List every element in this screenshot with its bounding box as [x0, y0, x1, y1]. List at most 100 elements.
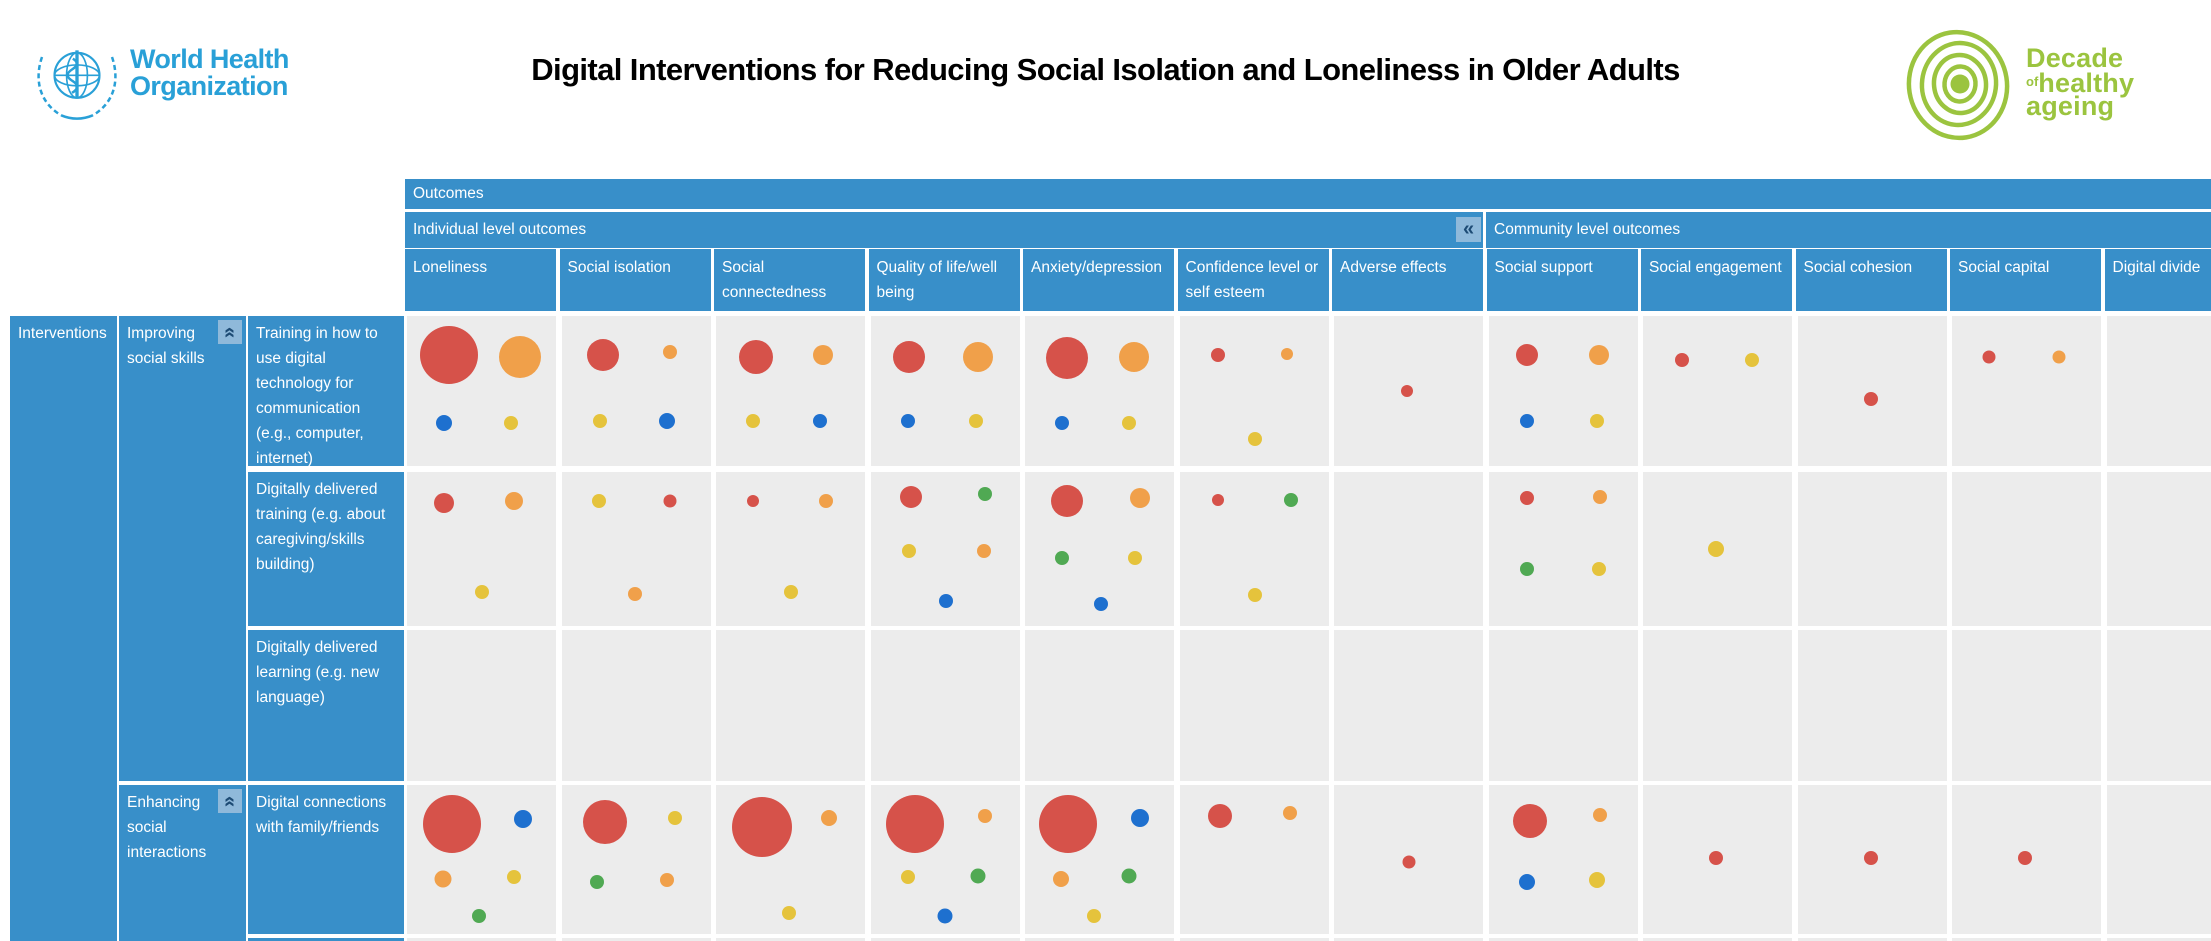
evidence-bubble-red[interactable]	[582, 800, 627, 845]
evidence-bubble-orange[interactable]	[1593, 807, 1608, 822]
evidence-bubble-red[interactable]	[1982, 350, 1996, 363]
evidence-bubble-orange[interactable]	[627, 586, 642, 601]
evidence-bubble-yellow[interactable]	[746, 414, 761, 428]
evidence-bubble-red[interactable]	[1516, 344, 1539, 366]
evidence-bubble-blue[interactable]	[1519, 873, 1536, 890]
evidence-bubble-blue[interactable]	[436, 414, 453, 431]
evidence-bubble-orange[interactable]	[821, 809, 838, 826]
evidence-bubble-red[interactable]	[2018, 851, 2032, 865]
evidence-bubble-red[interactable]	[899, 485, 922, 508]
evidence-bubble-yellow[interactable]	[783, 585, 798, 600]
evidence-bubble-yellow[interactable]	[1589, 872, 1606, 889]
evidence-bubble-red[interactable]	[1520, 491, 1535, 506]
evidence-bubble-red[interactable]	[893, 340, 926, 373]
evidence-bubble-orange[interactable]	[2052, 350, 2066, 363]
evidence-bubble-red[interactable]	[1212, 493, 1225, 506]
category-label: Improving social skills	[127, 325, 205, 367]
evidence-bubble-orange[interactable]	[1052, 870, 1069, 887]
evidence-bubble-green[interactable]	[1121, 868, 1137, 884]
evidence-bubble-orange[interactable]	[962, 341, 993, 372]
evidence-bubble-blue[interactable]	[1130, 808, 1149, 827]
evidence-bubble-red[interactable]	[1045, 337, 1088, 379]
evidence-bubble-orange[interactable]	[1282, 806, 1297, 821]
evidence-bubble-red[interactable]	[663, 494, 677, 508]
evidence-bubble-red[interactable]	[1863, 391, 1878, 406]
evidence-bubble-yellow[interactable]	[969, 414, 984, 428]
evidence-bubble-orange[interactable]	[499, 335, 542, 378]
evidence-bubble-blue[interactable]	[659, 413, 676, 429]
evidence-bubble-yellow[interactable]	[1744, 352, 1759, 367]
evidence-bubble-red[interactable]	[1513, 803, 1548, 838]
evidence-bubble-yellow[interactable]	[900, 870, 915, 885]
evidence-bubble-green[interactable]	[978, 486, 993, 501]
evidence-bubble-red[interactable]	[1401, 385, 1413, 397]
evidence-bubble-orange[interactable]	[813, 345, 834, 365]
evidence-bubble-orange[interactable]	[1588, 345, 1609, 365]
evidence-bubble-yellow[interactable]	[593, 414, 608, 428]
egm-cell-r4-c3	[716, 785, 865, 934]
evidence-bubble-yellow[interactable]	[507, 870, 522, 885]
evidence-bubble-blue[interactable]	[813, 414, 828, 428]
evidence-bubble-blue[interactable]	[1055, 415, 1070, 430]
evidence-bubble-yellow[interactable]	[667, 810, 682, 825]
evidence-bubble-red[interactable]	[1709, 851, 1723, 865]
evidence-bubble-orange[interactable]	[819, 494, 834, 509]
evidence-bubble-yellow[interactable]	[1590, 414, 1605, 428]
evidence-bubble-blue[interactable]	[900, 414, 915, 428]
evidence-bubble-orange[interactable]	[663, 345, 678, 359]
evidence-bubble-red[interactable]	[422, 794, 481, 853]
evidence-bubble-orange[interactable]	[978, 809, 993, 824]
evidence-bubble-yellow[interactable]	[782, 906, 796, 921]
evidence-bubble-blue[interactable]	[514, 810, 533, 829]
evidence-bubble-orange[interactable]	[1129, 488, 1150, 509]
evidence-bubble-red[interactable]	[1674, 352, 1689, 367]
evidence-bubble-orange[interactable]	[1280, 347, 1293, 360]
evidence-bubble-yellow[interactable]	[1248, 588, 1263, 603]
evidence-bubble-yellow[interactable]	[902, 543, 917, 558]
evidence-bubble-green[interactable]	[1055, 551, 1070, 566]
evidence-bubble-red[interactable]	[886, 794, 945, 853]
evidence-bubble-yellow[interactable]	[1122, 415, 1137, 430]
evidence-bubble-green[interactable]	[970, 868, 986, 884]
evidence-bubble-red[interactable]	[1050, 485, 1083, 518]
evidence-bubble-green[interactable]	[471, 909, 486, 924]
evidence-bubble-orange[interactable]	[505, 492, 524, 511]
evidence-bubble-yellow[interactable]	[1128, 551, 1143, 566]
evidence-bubble-red[interactable]	[1211, 348, 1226, 362]
evidence-bubble-green[interactable]	[590, 874, 605, 889]
collapse-category-button[interactable]: «	[218, 789, 242, 813]
column-header-6: Confidence level or self esteem	[1177, 249, 1329, 311]
evidence-bubble-yellow[interactable]	[1591, 562, 1606, 577]
evidence-bubble-yellow[interactable]	[1248, 432, 1263, 446]
evidence-bubble-blue[interactable]	[1093, 597, 1108, 612]
evidence-bubble-red[interactable]	[1863, 851, 1878, 865]
collapse-individual-button[interactable]: «	[1456, 217, 1481, 242]
evidence-bubble-red[interactable]	[587, 339, 620, 371]
decade-line2: ofhealthy	[2026, 68, 2135, 98]
evidence-bubble-red[interactable]	[732, 796, 793, 857]
evidence-bubble-red[interactable]	[1207, 804, 1232, 829]
evidence-bubble-orange[interactable]	[1118, 341, 1149, 372]
evidence-bubble-orange[interactable]	[976, 543, 991, 558]
collapse-category-button[interactable]: «	[218, 320, 242, 344]
evidence-bubble-yellow[interactable]	[1086, 909, 1101, 924]
evidence-bubble-red[interactable]	[419, 326, 478, 384]
evidence-bubble-yellow[interactable]	[474, 585, 489, 600]
evidence-bubble-blue[interactable]	[939, 594, 954, 609]
evidence-bubble-red[interactable]	[434, 492, 455, 513]
evidence-bubble-yellow[interactable]	[591, 494, 606, 509]
egm-cell-r4-c6	[1179, 785, 1329, 934]
evidence-bubble-orange[interactable]	[660, 873, 675, 888]
evidence-bubble-blue[interactable]	[937, 908, 953, 924]
evidence-bubble-red[interactable]	[747, 495, 760, 508]
evidence-bubble-red[interactable]	[1402, 855, 1415, 869]
evidence-bubble-red[interactable]	[1039, 794, 1098, 853]
evidence-bubble-orange[interactable]	[1593, 489, 1608, 504]
evidence-bubble-green[interactable]	[1520, 562, 1535, 577]
evidence-bubble-yellow[interactable]	[1708, 541, 1724, 557]
evidence-bubble-red[interactable]	[739, 339, 774, 374]
evidence-bubble-blue[interactable]	[1520, 414, 1535, 428]
evidence-bubble-orange[interactable]	[434, 870, 452, 888]
evidence-bubble-yellow[interactable]	[504, 415, 519, 430]
evidence-bubble-green[interactable]	[1284, 492, 1299, 507]
